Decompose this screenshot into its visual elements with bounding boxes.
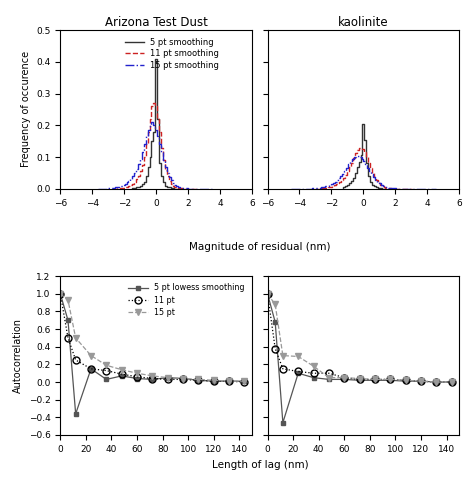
11 pt bbox=[387, 376, 392, 382]
11 pt bbox=[119, 371, 124, 377]
11 pt bbox=[65, 335, 71, 341]
15 pt bbox=[295, 354, 300, 360]
11 pt bbox=[402, 378, 407, 384]
11 pt bbox=[195, 378, 201, 384]
15 pt bbox=[88, 352, 94, 358]
5 pt lowess smoothing bbox=[88, 366, 94, 372]
11 pt bbox=[88, 366, 94, 372]
5 pt lowess smoothing bbox=[356, 378, 362, 384]
Line: 5 pt lowess smoothing: 5 pt lowess smoothing bbox=[58, 292, 246, 416]
15 pt bbox=[417, 378, 423, 384]
11 pt bbox=[73, 357, 78, 363]
5 pt lowess smoothing bbox=[241, 378, 247, 384]
5 pt lowess smoothing bbox=[226, 378, 232, 384]
15 pt bbox=[134, 370, 139, 376]
5 pt lowess smoothing bbox=[402, 378, 407, 384]
11 pt bbox=[211, 378, 216, 384]
Text: Magnitude of residual (nm): Magnitude of residual (nm) bbox=[189, 242, 330, 252]
5 pt lowess smoothing bbox=[119, 373, 124, 379]
15 pt bbox=[149, 373, 155, 379]
11 pt bbox=[264, 291, 270, 297]
11 pt bbox=[103, 368, 109, 374]
11 pt bbox=[325, 370, 331, 376]
11 pt bbox=[280, 366, 285, 372]
15 pt bbox=[325, 374, 331, 380]
Legend: 5 pt smoothing, 11 pt smoothing, 15 pt smoothing: 5 pt smoothing, 11 pt smoothing, 15 pt s… bbox=[122, 34, 222, 73]
5 pt lowess smoothing bbox=[310, 374, 316, 380]
15 pt bbox=[432, 379, 438, 385]
15 pt bbox=[387, 376, 392, 382]
11 pt bbox=[448, 379, 453, 385]
11 pt bbox=[310, 370, 316, 376]
5 pt lowess smoothing bbox=[387, 378, 392, 384]
5 pt lowess smoothing bbox=[448, 379, 453, 385]
15 pt bbox=[73, 335, 78, 341]
15 pt bbox=[356, 376, 362, 382]
5 pt lowess smoothing bbox=[371, 378, 377, 384]
11 pt bbox=[57, 291, 63, 297]
11 pt bbox=[149, 376, 155, 382]
15 pt bbox=[371, 376, 377, 382]
11 pt bbox=[241, 379, 247, 385]
15 pt bbox=[211, 378, 216, 384]
Text: Length of lag (nm): Length of lag (nm) bbox=[211, 460, 307, 470]
5 pt lowess smoothing bbox=[65, 318, 71, 324]
11 pt bbox=[295, 368, 300, 374]
15 pt bbox=[195, 376, 201, 382]
15 pt bbox=[119, 366, 124, 372]
5 pt lowess smoothing bbox=[417, 378, 423, 384]
5 pt lowess smoothing bbox=[195, 378, 201, 384]
15 pt bbox=[180, 376, 186, 382]
15 pt bbox=[103, 362, 109, 368]
Line: 15 pt: 15 pt bbox=[57, 291, 247, 384]
Line: 11 pt: 11 pt bbox=[263, 290, 454, 386]
5 pt lowess smoothing bbox=[149, 376, 155, 382]
Legend: 5 pt lowess smoothing, 11 pt, 15 pt: 5 pt lowess smoothing, 11 pt, 15 pt bbox=[125, 280, 248, 320]
Line: 15 pt: 15 pt bbox=[264, 291, 453, 385]
15 pt bbox=[448, 379, 453, 385]
11 pt bbox=[180, 376, 186, 382]
5 pt lowess smoothing bbox=[180, 376, 186, 382]
5 pt lowess smoothing bbox=[165, 374, 170, 380]
11 pt bbox=[226, 378, 232, 384]
11 pt bbox=[356, 376, 362, 382]
11 pt bbox=[341, 374, 346, 380]
15 pt bbox=[402, 378, 407, 384]
15 pt bbox=[241, 378, 247, 384]
11 pt bbox=[417, 378, 423, 384]
15 pt bbox=[226, 378, 232, 384]
5 pt lowess smoothing bbox=[264, 291, 270, 297]
Y-axis label: Autocorrelation: Autocorrelation bbox=[13, 318, 23, 393]
15 pt bbox=[341, 374, 346, 380]
15 pt bbox=[280, 352, 285, 358]
15 pt bbox=[57, 291, 63, 297]
11 pt bbox=[165, 376, 170, 382]
5 pt lowess smoothing bbox=[103, 376, 109, 382]
15 pt bbox=[65, 297, 71, 303]
5 pt lowess smoothing bbox=[73, 411, 78, 417]
11 pt bbox=[371, 376, 377, 382]
5 pt lowess smoothing bbox=[325, 376, 331, 382]
Title: kaolinite: kaolinite bbox=[338, 16, 388, 29]
11 pt bbox=[134, 374, 139, 380]
5 pt lowess smoothing bbox=[211, 378, 216, 384]
5 pt lowess smoothing bbox=[341, 376, 346, 382]
Y-axis label: Frequency of occurence: Frequency of occurence bbox=[21, 52, 31, 168]
11 pt bbox=[272, 346, 277, 352]
15 pt bbox=[310, 363, 316, 369]
Line: 11 pt: 11 pt bbox=[57, 290, 247, 386]
15 pt bbox=[272, 302, 277, 308]
15 pt bbox=[165, 374, 170, 380]
Title: Arizona Test Dust: Arizona Test Dust bbox=[105, 16, 207, 29]
5 pt lowess smoothing bbox=[57, 291, 63, 297]
5 pt lowess smoothing bbox=[272, 319, 277, 325]
5 pt lowess smoothing bbox=[280, 420, 285, 426]
15 pt bbox=[264, 291, 270, 297]
5 pt lowess smoothing bbox=[432, 379, 438, 385]
Line: 5 pt lowess smoothing: 5 pt lowess smoothing bbox=[264, 292, 453, 425]
5 pt lowess smoothing bbox=[134, 376, 139, 382]
5 pt lowess smoothing bbox=[295, 370, 300, 376]
11 pt bbox=[432, 379, 438, 385]
